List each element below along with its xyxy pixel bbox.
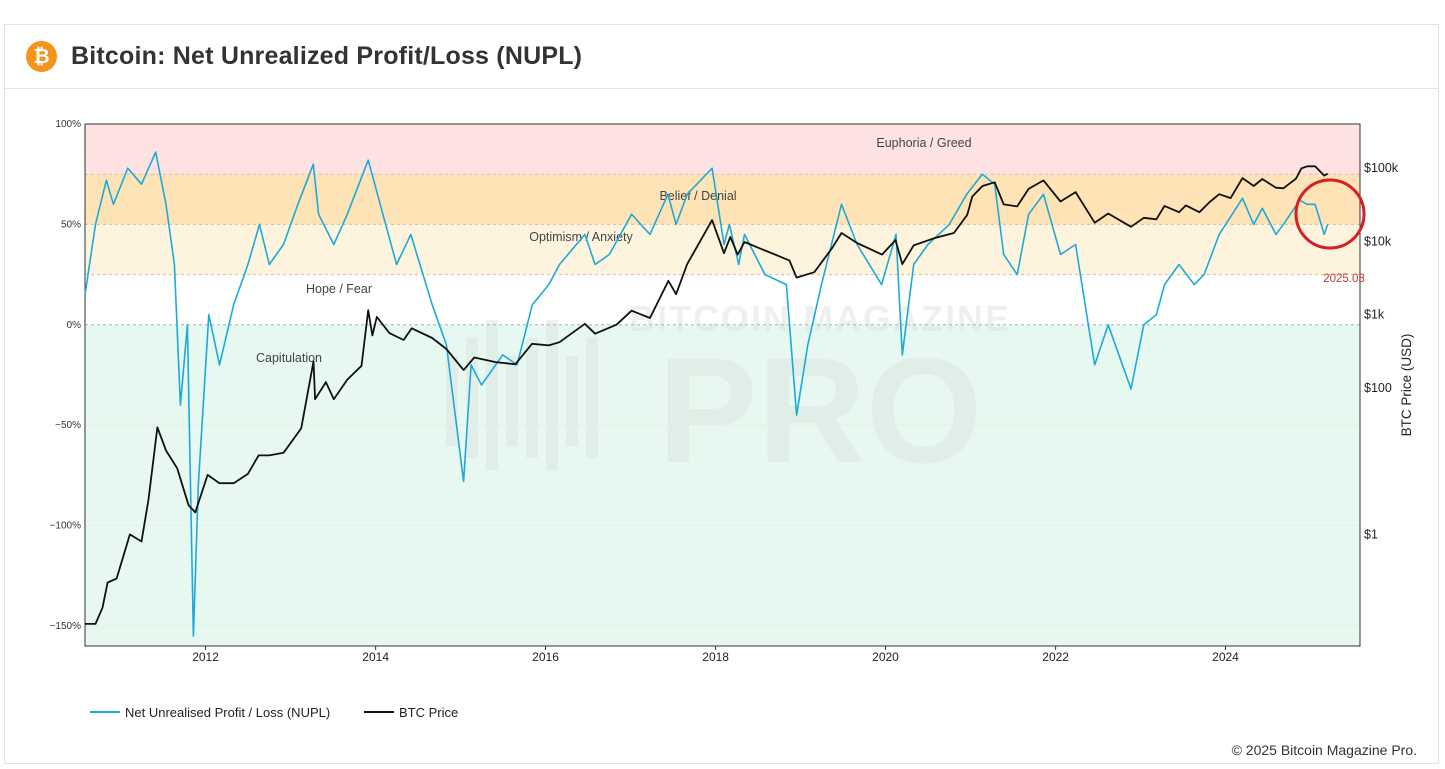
y-right-tick-label: $1 <box>1364 527 1378 541</box>
y-left-tick-label: 50% <box>61 219 81 230</box>
watermark-bar <box>546 320 558 470</box>
zone-label: Belief / Denial <box>659 189 736 203</box>
zone-label: Euphoria / Greed <box>876 136 971 150</box>
zone-label: Optimism / Anxiety <box>529 230 633 244</box>
watermark-bar <box>466 338 478 458</box>
zone-label: Capitulation <box>256 351 322 365</box>
x-tick-label: 2012 <box>192 650 219 664</box>
chart-card: ₿ Bitcoin: Net Unrealized Profit/Loss (N… <box>4 24 1439 764</box>
watermark-top: BITCOIN MAGAZINE <box>629 298 1011 339</box>
y-left-tick-label: 0% <box>67 320 82 331</box>
zone-band-euphoria <box>85 124 1360 175</box>
annotation-label: 2025.03 <box>1323 273 1365 285</box>
plot-border <box>84 123 1361 647</box>
watermark-bar <box>586 338 598 458</box>
zone-band-hope <box>85 274 1360 325</box>
y-left-tick-label: −150% <box>50 621 82 632</box>
legend: Net Unrealised Profit / Loss (NUPL) BTC P… <box>90 705 458 720</box>
y-left-tick-label: −100% <box>50 521 82 532</box>
x-tick-label: 2018 <box>702 650 729 664</box>
watermark-bar <box>486 320 498 470</box>
watermark-bar <box>446 356 458 446</box>
y-left-tick-label: 100% <box>55 119 81 130</box>
zone-band-capitulation <box>85 324 1360 646</box>
x-tick-label: 2022 <box>1042 650 1069 664</box>
y-right-tick-label: $10k <box>1364 234 1392 248</box>
nupl-series-line <box>84 151 1329 637</box>
y-left-tick-label: −50% <box>55 420 81 431</box>
zone-label: Hope / Fear <box>306 282 372 296</box>
watermark-bar <box>526 338 538 458</box>
y-right-tick-label: $1k <box>1364 308 1385 322</box>
x-tick-label: 2020 <box>872 650 899 664</box>
watermark-bar <box>566 356 578 446</box>
chart-header: ₿ Bitcoin: Net Unrealized Profit/Loss (N… <box>5 25 1438 89</box>
watermark-bottom: PRO <box>657 326 982 494</box>
legend-label-price: BTC Price <box>399 705 458 720</box>
legend-label-nupl: Net Unrealised Profit / Loss (NUPL) <box>125 705 330 720</box>
y-right-tick-label: $100 <box>1364 381 1392 395</box>
x-tick-label: 2014 <box>362 650 389 664</box>
btc-price-series-line <box>85 165 1329 625</box>
copyright-footer: © 2025 Bitcoin Magazine Pro. <box>1231 742 1417 758</box>
y-right-axis-label: BTC Price (USD) <box>1399 334 1414 437</box>
annotation-circle <box>1294 178 1366 250</box>
bitcoin-logo-icon: ₿ <box>26 41 57 72</box>
y-right-tick-label: $100k <box>1364 161 1399 175</box>
x-tick-label: 2016 <box>532 650 559 664</box>
zone-band-belief <box>85 174 1360 225</box>
page-title: Bitcoin: Net Unrealized Profit/Loss (NUP… <box>71 42 583 70</box>
watermark-bar <box>506 356 518 446</box>
x-tick-label: 2024 <box>1212 650 1239 664</box>
